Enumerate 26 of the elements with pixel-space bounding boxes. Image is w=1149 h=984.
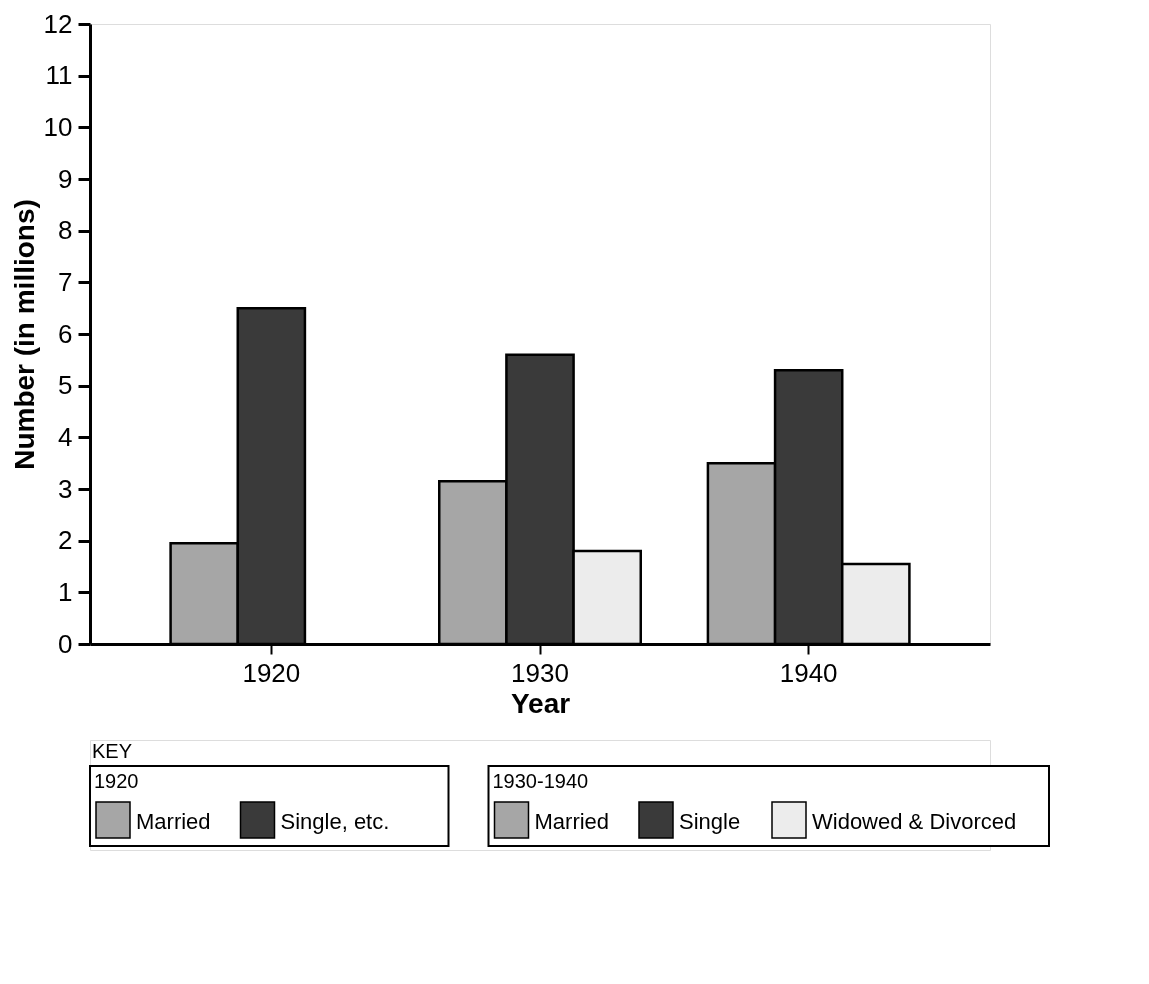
y-tick-label: 9 [58, 163, 73, 194]
y-tick-label: 5 [58, 370, 73, 401]
y-tick-label: 4 [58, 421, 73, 452]
legend-label: Single, etc. [280, 809, 390, 834]
x-tick-label: 1940 [779, 657, 838, 688]
x-axis-title: Year [510, 687, 571, 719]
x-tick-label: 1920 [242, 657, 301, 688]
y-tick-label: 2 [58, 525, 73, 556]
legend-label: Married [534, 809, 610, 834]
y-tick-label: 6 [58, 318, 73, 349]
y-tick-label: 1 [58, 576, 73, 607]
x-tick-label: 1930 [511, 657, 569, 688]
legend-label: Single [679, 809, 741, 834]
y-tick-label: 8 [58, 215, 73, 246]
legend-label: Widowed & Divorced [812, 809, 1017, 834]
y-axis-title: Number (in millions) [8, 199, 40, 470]
text: 1930-1940 [492, 770, 589, 792]
y-tick-label: 7 [58, 266, 73, 297]
y-tick-label: 0 [58, 628, 73, 659]
y-tick-label: 10 [43, 111, 73, 142]
y-tick-label: 11 [45, 60, 73, 91]
legend-title: KEY [92, 740, 133, 762]
legend-label: Married [136, 809, 211, 834]
y-tick-label: 12 [43, 8, 73, 39]
y-tick-label: 3 [58, 473, 73, 504]
text: 1920 [94, 770, 139, 792]
